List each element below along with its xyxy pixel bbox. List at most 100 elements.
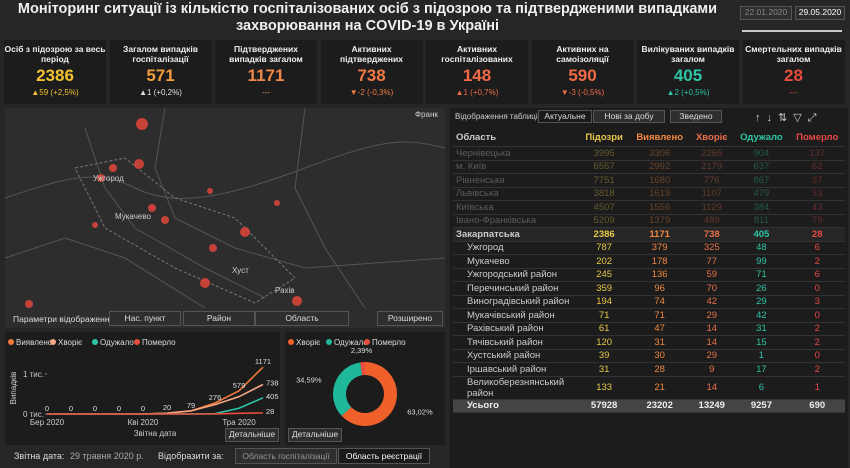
- kpi-value: 28: [784, 66, 803, 85]
- table-cell: 637: [733, 160, 790, 174]
- table-cell: 5209: [579, 214, 630, 228]
- table-row[interactable]: Рівненська 7751 1680 776 867 37: [453, 173, 845, 188]
- legend-label: Хворіє: [296, 338, 320, 347]
- table-cell: 4507: [579, 200, 630, 215]
- table-cell: 202: [579, 254, 630, 269]
- kpi-label: Активних на самоізоляції: [556, 44, 609, 64]
- pie-slice: [341, 362, 398, 426]
- data-label: 0: [141, 404, 145, 413]
- row-name: Тячівський район: [453, 335, 579, 350]
- data-label: 0: [117, 404, 121, 413]
- table-row[interactable]: Чернівецька 3995 3306 2265 904 137: [453, 146, 845, 161]
- table-cell: 3995: [579, 146, 630, 161]
- kpi-label: Загалом випадків госпіталізації: [123, 44, 198, 64]
- table-row[interactable]: Ужгородський район 245 136 59 71 6: [453, 268, 845, 282]
- data-label: 405: [266, 392, 279, 401]
- legend-label: Померло: [142, 338, 176, 347]
- table-cell: 2: [789, 335, 845, 350]
- row-name: Київська: [453, 200, 579, 215]
- table-cell: 489: [690, 214, 734, 228]
- y-axis-title: Випадків: [9, 372, 18, 405]
- date-slider[interactable]: [742, 30, 842, 32]
- table-cell: 79: [789, 214, 845, 228]
- kpi-card: Підтверджених випадків загалом 1171 ---: [215, 40, 317, 104]
- table-row[interactable]: Виноградівський район 194 74 42 29 3: [453, 295, 845, 309]
- map: [5, 108, 445, 308]
- table-cell: 3306: [629, 146, 691, 161]
- table-row[interactable]: Івано-Франківська 5209 1379 489 811 79: [453, 214, 845, 228]
- table-row[interactable]: Ужгород 787 379 325 48 6: [453, 241, 845, 255]
- table-cell: 77: [690, 254, 734, 269]
- date-from[interactable]: 22.01.2020: [740, 6, 792, 20]
- table-cell: 30: [629, 349, 691, 363]
- table-cell: 1171: [629, 227, 691, 242]
- map-panel: Ужгород Мукачево Хуст Рахів Франк Параметри …: [5, 108, 445, 328]
- table-cell: 1619: [629, 187, 691, 201]
- place-label: Хуст: [232, 266, 249, 275]
- data-label: 79: [187, 401, 195, 410]
- row-name: Ужгород: [453, 241, 579, 255]
- details-button[interactable]: Детальніше: [288, 428, 342, 442]
- table-row[interactable]: Львівська 3818 1619 1107 479 33: [453, 187, 845, 201]
- table-cell: 9: [690, 362, 734, 377]
- row-name: Чернівецька: [453, 146, 579, 161]
- kpi-card: Активних на самоізоляції 590 ▼-3 (-0,5%): [531, 40, 634, 104]
- table-cell: 14: [690, 322, 734, 336]
- date-to[interactable]: 29.05.2020: [795, 6, 845, 20]
- footer-option[interactable]: Область реєстрації: [338, 448, 430, 464]
- kpi-delta: ---: [262, 88, 270, 97]
- table-cell: 70: [690, 281, 734, 296]
- table-cell: 61: [579, 322, 630, 336]
- series-line: [47, 366, 264, 415]
- table-cell: 37: [789, 173, 845, 188]
- table-row[interactable]: Київська 4507 1556 1129 384 43: [453, 200, 845, 215]
- table-row[interactable]: Закарпатська 2386 1171 738 405 28: [453, 227, 845, 242]
- details-button[interactable]: Детальніше: [225, 428, 279, 442]
- data-label: 276: [209, 393, 222, 402]
- kpi-delta: ---: [789, 88, 798, 97]
- region-border: [74, 157, 296, 304]
- footer-date: 29 травня 2020 р.: [70, 451, 144, 461]
- data-label: 0: [45, 404, 49, 413]
- table-mode[interactable]: Нові за добу: [593, 110, 665, 123]
- table-row[interactable]: Тячівський район 120 31 14 15 2: [453, 335, 845, 350]
- map-button[interactable]: Район: [183, 311, 255, 326]
- x-tick-label: Кві 2020: [128, 418, 159, 427]
- map-button[interactable]: Розширено: [377, 311, 443, 326]
- table-mode[interactable]: Актуальне: [538, 110, 592, 123]
- table-cell: 1556: [629, 200, 691, 215]
- table-row[interactable]: Мукачево 202 178 77 99 2: [453, 254, 845, 269]
- map-button[interactable]: Область: [255, 311, 349, 326]
- table-cell: 48: [733, 241, 790, 255]
- table-cell: 71: [733, 268, 790, 282]
- table-mode[interactable]: Зведено: [670, 110, 722, 123]
- kpi-card: Активних госпіталізованих 148 ▲1 (+0,7%): [426, 40, 528, 104]
- map-button[interactable]: Нас. пункт: [109, 311, 181, 326]
- table-row[interactable]: м. Київ 6557 2992 2179 637 62: [453, 160, 845, 174]
- table-row[interactable]: Хустський район 39 30 29 1 0: [453, 349, 845, 363]
- legend-marker: [134, 339, 140, 345]
- data-label: 20: [163, 403, 171, 412]
- table-cell: 359: [579, 281, 630, 296]
- table-row[interactable]: Іршавський район 31 28 9 17 2: [453, 362, 845, 377]
- x-axis-title: Звітна дата: [134, 429, 177, 438]
- legend-label: Одужало: [100, 338, 134, 347]
- table-cell: 738: [690, 227, 734, 242]
- table-cell: 787: [579, 241, 630, 255]
- table-cell: 811: [733, 214, 790, 228]
- data-label: 2,39%: [351, 346, 373, 355]
- legend-label: Померло: [372, 338, 406, 347]
- footer-option[interactable]: Область госпіталізації: [235, 448, 337, 464]
- title: Моніторинг ситуації із кількістю госпіта…: [17, 1, 718, 34]
- table-row[interactable]: Рахівський район 61 47 14 31 2: [453, 322, 845, 336]
- row-name: Хустський район: [453, 349, 579, 363]
- table-cell: 15: [733, 335, 790, 350]
- column-header: Померло: [789, 128, 845, 147]
- table-row[interactable]: Перечинський район 359 96 70 26 0: [453, 281, 845, 296]
- table-cell: 59: [690, 268, 734, 282]
- table-row[interactable]: Мукачівський район 71 71 29 42 0: [453, 308, 845, 323]
- table-row[interactable]: Великоберезнянський район 133 21 14 6 1: [453, 376, 845, 400]
- legend-label: Хворіє: [58, 338, 82, 347]
- row-name: Ужгородський район: [453, 268, 579, 282]
